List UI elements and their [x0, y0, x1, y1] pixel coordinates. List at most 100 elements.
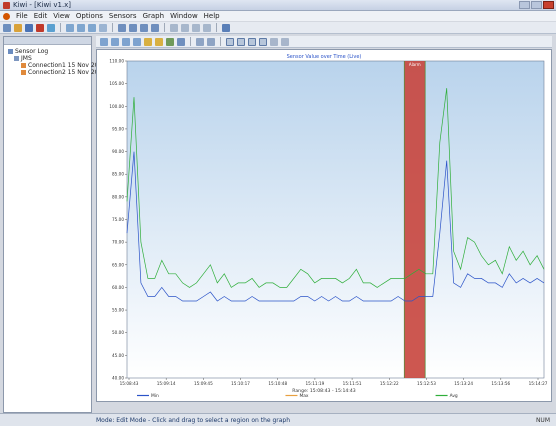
x-tick-label: 15:10:48 — [268, 381, 287, 386]
maximize-button[interactable] — [531, 1, 542, 9]
close-button[interactable] — [543, 1, 554, 9]
menu-graph[interactable]: Graph — [142, 12, 165, 20]
toolbar-separator — [112, 23, 113, 32]
toolbar-separator — [190, 37, 191, 46]
sensor-tree-panel: Sensor Log JMS Connection1 15 Nov 2010 C… — [3, 36, 106, 413]
toolbar-separator — [164, 23, 165, 32]
x-tick-label: 15:13:24 — [454, 381, 473, 386]
y-tick-label: 55.00 — [112, 308, 124, 313]
zoom-in-icon[interactable] — [100, 37, 108, 46]
paste-icon[interactable] — [88, 23, 96, 32]
x-tick-label: 15:14:27 — [529, 381, 548, 386]
tree-item[interactable]: Connection2 15 Nov 2010 — [21, 69, 106, 76]
y-tick-label: 70.00 — [112, 240, 124, 245]
tree-group[interactable]: JMS — [14, 55, 32, 62]
help-graph-icon[interactable] — [281, 37, 289, 46]
log-icon — [8, 49, 13, 54]
x-tick-label: 15:11:19 — [306, 381, 325, 386]
app-logo-icon — [3, 12, 10, 20]
cut-icon[interactable] — [66, 23, 74, 32]
view-line-icon[interactable] — [226, 37, 234, 46]
print-graph-icon[interactable] — [207, 37, 215, 46]
connect-icon[interactable] — [47, 23, 55, 32]
tree-item-label: Connection2 15 Nov 2010 — [28, 69, 107, 76]
zoom-out-icon[interactable] — [111, 37, 119, 46]
chart-icon[interactable] — [140, 23, 148, 32]
grid-icon[interactable] — [118, 23, 126, 32]
x-tick-label: 15:09:45 — [194, 381, 213, 386]
settings-graph-icon[interactable] — [270, 37, 278, 46]
graph-toolbar — [96, 36, 552, 48]
view-bar-icon[interactable] — [237, 37, 245, 46]
export-icon[interactable] — [151, 23, 159, 32]
window-title: Kiwi - [Kiwi v1.x] — [13, 1, 72, 9]
settings-icon[interactable] — [170, 23, 178, 32]
y-tick-label: 75.00 — [112, 217, 124, 222]
series-line-avg — [126, 88, 545, 288]
menu-options[interactable]: Options — [75, 12, 103, 20]
help-icon[interactable] — [222, 23, 230, 32]
series-line-min — [126, 151, 545, 302]
line-chart[interactable]: Sensor Value over Time (Live) Alarm 110.… — [97, 50, 551, 401]
graph-area[interactable]: Sensor Value over Time (Live) Alarm 110.… — [96, 49, 552, 402]
toolbar-separator — [216, 23, 217, 32]
plot-background — [126, 60, 545, 379]
connection-icon — [21, 70, 26, 75]
alarm-region — [404, 61, 426, 378]
legend-label-min: Min — [151, 393, 159, 399]
menu-edit[interactable]: Edit — [33, 12, 48, 20]
connection-icon — [21, 63, 26, 68]
zoom-icon[interactable] — [192, 23, 200, 32]
menu-bar: File Edit View Options Sensors Graph Win… — [0, 11, 556, 21]
table-icon[interactable] — [129, 23, 137, 32]
y-tick-label: 50.00 — [112, 330, 124, 335]
copy-graph-icon[interactable] — [196, 37, 204, 46]
app-icon — [3, 1, 10, 9]
export-image-icon[interactable] — [177, 37, 185, 46]
tree-item-label: Connection1 15 Nov 2010 — [28, 62, 107, 69]
legend-label-max: Max — [299, 393, 308, 399]
status-num: NUM — [535, 416, 550, 424]
y-tick-label: 85.00 — [112, 172, 124, 177]
highlight-icon[interactable] — [144, 37, 152, 46]
chart-title: Sensor Value over Time (Live) — [287, 54, 362, 60]
tree-item[interactable]: Connection1 15 Nov 2010 — [21, 62, 106, 69]
copy-icon[interactable] — [77, 23, 85, 32]
menu-sensors[interactable]: Sensors — [108, 12, 137, 20]
save-icon[interactable] — [25, 23, 33, 32]
tree-root[interactable]: Sensor Log — [8, 48, 48, 55]
open-folder-icon[interactable] — [14, 23, 22, 32]
main-toolbar — [0, 22, 556, 34]
chart-type-icon[interactable] — [166, 37, 174, 46]
y-tick-label: 95.00 — [112, 126, 124, 131]
tree-root-label: Sensor Log — [15, 48, 49, 55]
menu-file[interactable]: File — [16, 12, 28, 20]
y-tick-label: 40.00 — [112, 376, 124, 381]
pan-icon[interactable] — [122, 37, 130, 46]
y-tick-label: 90.00 — [112, 149, 124, 154]
view-scatter-icon[interactable] — [259, 37, 267, 46]
menu-view[interactable]: View — [53, 12, 70, 20]
alarm-label: Alarm — [409, 62, 421, 67]
time-range-label: Range: 15:08:43 - 15:14:43 — [292, 388, 355, 394]
record-icon[interactable] — [36, 23, 44, 32]
x-tick-label: 15:13:56 — [491, 381, 510, 386]
marker-icon[interactable] — [155, 37, 163, 46]
print-icon[interactable] — [203, 23, 211, 32]
folder-icon — [14, 56, 19, 61]
y-tick-label: 105.00 — [109, 81, 124, 86]
minimize-button[interactable] — [519, 1, 530, 9]
undo-icon[interactable] — [99, 23, 107, 32]
menu-help[interactable]: Help — [203, 12, 220, 20]
fit-icon[interactable] — [133, 37, 141, 46]
refresh-icon[interactable] — [181, 23, 189, 32]
y-tick-label: 100.00 — [109, 104, 124, 109]
toolbar-separator — [220, 37, 221, 46]
new-icon[interactable] — [3, 23, 11, 32]
x-tick-label: 15:08:43 — [120, 381, 139, 386]
menu-window[interactable]: Window — [170, 12, 198, 20]
x-tick-label: 15:12:53 — [417, 381, 436, 386]
tree-group-label: JMS — [21, 55, 32, 62]
x-tick-label: 15:11:51 — [343, 381, 362, 386]
view-area-icon[interactable] — [248, 37, 256, 46]
